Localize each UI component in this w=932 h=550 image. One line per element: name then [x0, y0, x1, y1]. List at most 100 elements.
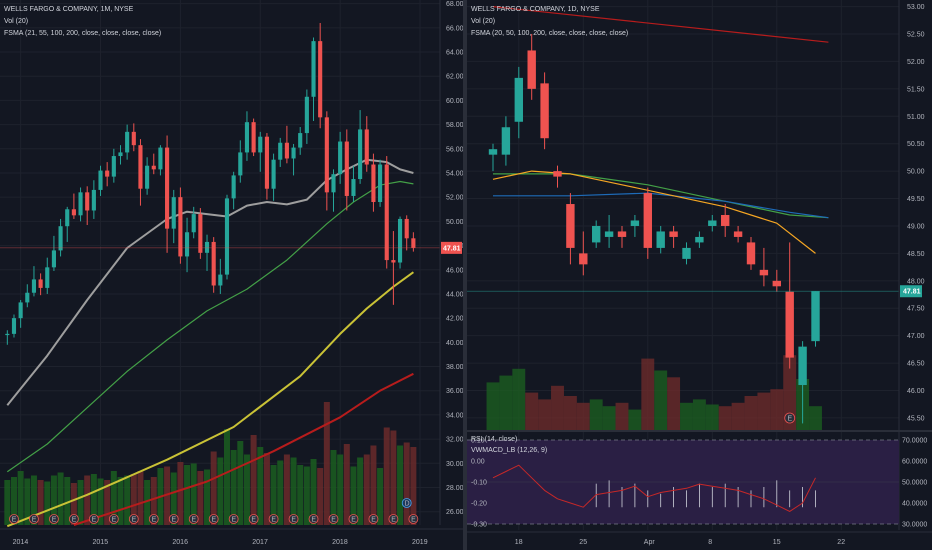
earnings-marker-icon [148, 514, 159, 524]
monthly-y-tick-label: 36.00 [446, 388, 463, 395]
sma-100-line [6, 271, 414, 528]
monthly-x-tick-label: 2018 [332, 539, 348, 546]
monthly-volume-bar [64, 477, 71, 525]
monthly-y-tick-label: 66.00 [446, 25, 463, 32]
daily-chart-canvas[interactable]: E 53.00 52.50 52.00 51.50 51.00 50.50 50.00 49.5… [467, 0, 932, 550]
monthly-candle [264, 136, 269, 189]
vwmacd-y-tick-label: -0.20 [471, 501, 487, 508]
daily-last-price-label: 47.81 [903, 289, 921, 296]
monthly-candle [198, 214, 203, 253]
monthly-chart-canvas[interactable]: 68.00 66.00 64.00 62.00 60.00 58.00 56.00 54.00… [0, 0, 463, 550]
monthly-y-tick-label: 60.00 [446, 98, 463, 105]
earnings-marker-label: E [271, 517, 276, 524]
monthly-candle [384, 164, 389, 261]
daily-volume-bar [770, 389, 784, 430]
daily-fsma-indicator[interactable]: FSMA (20, 50, 100, 200, close, close, cl… [471, 30, 629, 37]
monthly-volume-bar [317, 468, 324, 525]
monthly-volume-bar [303, 466, 310, 525]
daily-candle [695, 236, 704, 243]
rsi-indicator-label[interactable]: RSI (14, close) [471, 436, 518, 443]
monthly-legend: WELLS FARGO & COMPANY, 1M, NYSE Vol (20)… [4, 4, 161, 40]
monthly-fsma-indicator[interactable]: FSMA (21, 55, 100, 200, close, close, cl… [4, 30, 162, 37]
monthly-volume-bar [170, 472, 177, 525]
monthly-candle [105, 170, 110, 177]
monthly-candle [271, 159, 276, 189]
vwmacd-y-tick-label: 0.10 [471, 438, 485, 445]
daily-candle [592, 225, 601, 243]
daily-candle [772, 280, 781, 287]
monthly-volume-bar [4, 480, 11, 525]
monthly-y-tick-label: 62.00 [446, 74, 463, 81]
monthly-candle [231, 175, 236, 199]
monthly-y-tick-label: 56.00 [446, 146, 463, 153]
daily-title[interactable]: WELLS FARGO & COMPANY, 1D, NYSE [471, 6, 600, 13]
daily-candle [785, 291, 794, 358]
daily-candle [527, 50, 536, 89]
daily-candle [501, 127, 511, 155]
daily-candle [566, 204, 575, 248]
earnings-marker-icon [168, 514, 179, 524]
daily-x-tick-label: 25 [579, 539, 587, 546]
earnings-marker-icon [88, 514, 99, 524]
rsi-y-tick-label: 50.0000 [902, 480, 927, 487]
monthly-volume-bar [390, 430, 397, 525]
daily-volume-bar [628, 409, 642, 430]
daily-volume-bar [757, 392, 771, 430]
earnings-marker-label: E [411, 517, 416, 524]
daily-y-tick-label: 51.00 [907, 114, 925, 121]
monthly-candle [411, 238, 416, 248]
monthly-volume-bar [57, 472, 64, 525]
monthly-volume-bar [337, 454, 344, 525]
earnings-marker-label: E [92, 517, 97, 524]
daily-y-tick-label: 52.50 [907, 32, 925, 39]
vwmacd-y-tick-label: -0.10 [471, 480, 487, 487]
monthly-candle [358, 129, 363, 180]
monthly-x-tick-label: 2017 [252, 539, 268, 546]
monthly-volume-bar [257, 447, 264, 525]
earnings-marker-label: E [192, 517, 197, 524]
monthly-y-tick-label: 46.00 [446, 267, 463, 274]
rsi-y-tick-label: 40.0000 [902, 501, 927, 508]
monthly-candle [131, 131, 136, 146]
monthly-title[interactable]: WELLS FARGO & COMPANY, 1M, NYSE [4, 6, 134, 13]
sma-100-line [493, 192, 829, 219]
daily-candle [656, 231, 665, 248]
monthly-chart-pane[interactable]: 68.00 66.00 64.00 62.00 60.00 58.00 56.00 54.00… [0, 0, 463, 550]
earnings-marker-icon [29, 514, 39, 524]
daily-candle [798, 346, 807, 386]
monthly-candle [291, 147, 296, 159]
monthly-volume-bar [343, 444, 350, 525]
daily-volume-bar [718, 406, 732, 430]
monthly-volume-bar [410, 447, 417, 525]
daily-chart-pane[interactable]: E 53.00 52.50 52.00 51.50 51.00 50.50 50.00 49.5… [467, 0, 932, 550]
vwmacd-y-tick-label: 0.00 [471, 459, 485, 466]
monthly-volume-bar [77, 480, 84, 525]
pane-divider[interactable] [463, 0, 467, 550]
monthly-candle [211, 241, 216, 286]
monthly-volume-bar [144, 480, 151, 525]
daily-volume-bar [783, 355, 797, 430]
daily-y-tick-label: 49.00 [907, 223, 925, 230]
monthly-volume-bar [377, 468, 384, 525]
vwmacd-indicator-label[interactable]: VWMACD_LB (12,26, 9) [471, 447, 548, 454]
monthly-volume-bar [70, 483, 77, 525]
monthly-candle [331, 174, 336, 193]
daily-volume-bar [680, 402, 693, 430]
monthly-volume-indicator[interactable]: Vol (20) [4, 18, 29, 25]
monthly-candle [251, 122, 256, 153]
daily-y-tick-label: 47.50 [907, 306, 925, 313]
monthly-volume-bar [10, 477, 17, 525]
monthly-volume-bar [117, 477, 124, 525]
monthly-volume-bar [17, 471, 24, 525]
dividend-marker-label: D [405, 501, 410, 508]
monthly-candle [125, 131, 130, 153]
monthly-volume-bar [90, 474, 97, 525]
sma-200-line [492, 6, 829, 43]
earnings-marker-icon [308, 514, 319, 524]
earnings-marker-icon [49, 514, 59, 524]
monthly-candle [284, 142, 289, 159]
monthly-volume-bar [357, 457, 364, 525]
monthly-candle [31, 279, 37, 293]
earnings-marker-icon [784, 412, 796, 424]
daily-volume-indicator[interactable]: Vol (20) [471, 18, 496, 25]
